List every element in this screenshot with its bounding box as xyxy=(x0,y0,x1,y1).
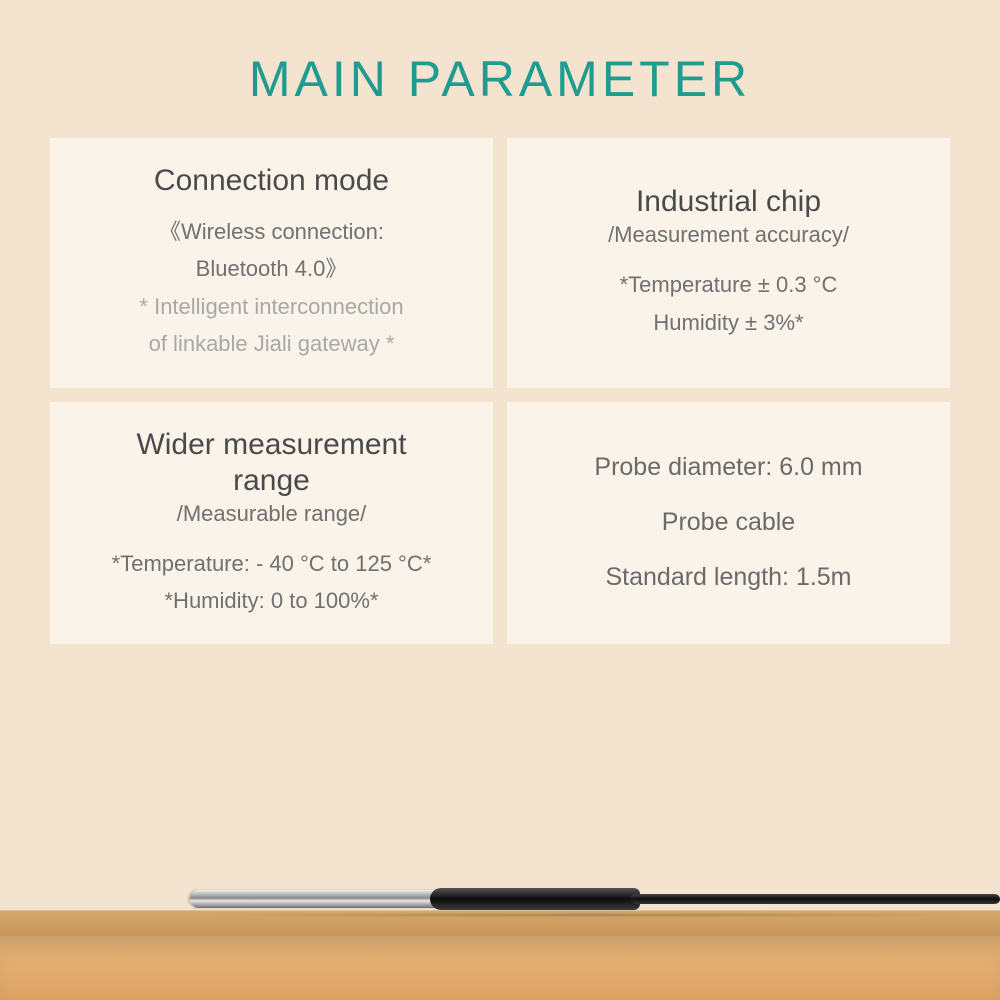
parameter-grid: Connection mode 《Wireless connection: Bl… xyxy=(0,138,1000,644)
connection-note-line1: * Intelligent interconnection xyxy=(139,288,403,325)
probe-cable-label: Probe cable xyxy=(662,495,795,550)
probe-shadow xyxy=(180,913,1000,917)
card-title: Industrial chip xyxy=(636,184,821,220)
table-front-surface xyxy=(0,936,1000,1000)
probe-cable-length: Standard length: 1.5m xyxy=(606,550,852,605)
probe-sleeve xyxy=(430,888,640,910)
card-title: Connection mode xyxy=(154,163,389,199)
card-connection-mode: Connection mode 《Wireless connection: Bl… xyxy=(50,138,493,388)
connection-type-line2: Bluetooth 4.0》 xyxy=(196,250,348,287)
probe-metal-tip xyxy=(190,890,440,908)
probe-illustration xyxy=(0,880,1000,920)
connection-type-line1: 《Wireless connection: xyxy=(159,213,384,250)
card-probe-specs: Probe diameter: 6.0 mm Probe cable Stand… xyxy=(507,402,950,645)
range-humidity: *Humidity: 0 to 100%* xyxy=(165,582,379,619)
connection-note-line2: of linkable Jiali gateway * xyxy=(149,325,395,362)
card-title-line2: range xyxy=(233,463,310,499)
card-subtitle: /Measurement accuracy/ xyxy=(608,222,849,248)
card-subtitle: /Measurable range/ xyxy=(177,501,367,527)
accuracy-temperature: *Temperature ± 0.3 °C xyxy=(620,266,838,303)
probe-cable xyxy=(630,894,1000,904)
card-title-line1: Wider measurement xyxy=(136,427,406,463)
card-industrial-chip: Industrial chip /Measurement accuracy/ *… xyxy=(507,138,950,388)
range-temperature: *Temperature: - 40 °C to 125 °C* xyxy=(112,545,432,582)
page-title: MAIN PARAMETER xyxy=(0,0,1000,138)
card-measurement-range: Wider measurement range /Measurable rang… xyxy=(50,402,493,645)
accuracy-humidity: Humidity ± 3%* xyxy=(653,304,803,341)
probe-diameter: Probe diameter: 6.0 mm xyxy=(594,440,862,495)
